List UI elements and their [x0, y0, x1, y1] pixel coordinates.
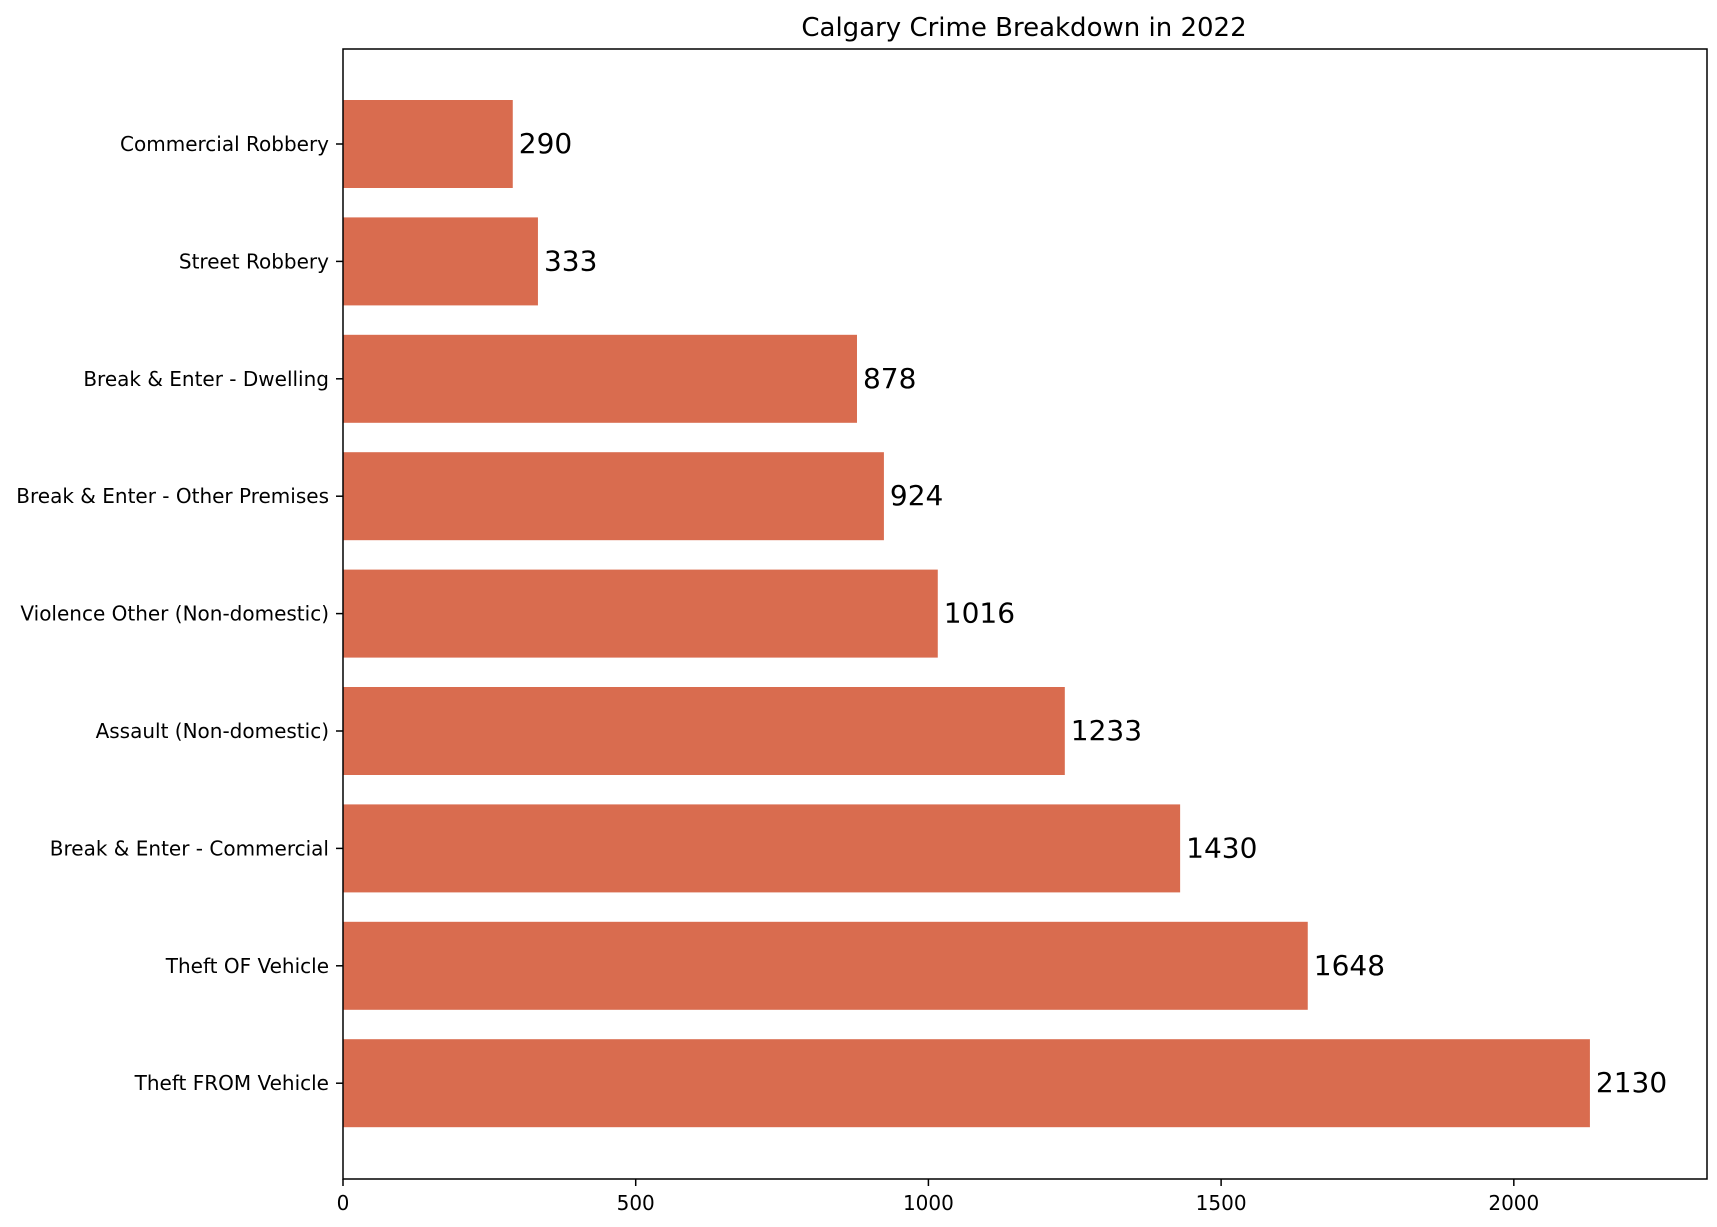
plot-frame: [342, 48, 1708, 1180]
bar-break-enter-other-premises: [343, 452, 884, 541]
x-tick-label: 0: [337, 1191, 350, 1215]
value-label: 878: [863, 362, 916, 395]
value-label: 333: [544, 244, 597, 277]
bar-theft-from-vehicle: [343, 1039, 1590, 1128]
y-tick-label: Theft OF Vehicle: [165, 954, 329, 978]
y-tick-label: Break & Enter - Dwelling: [83, 367, 329, 391]
y-axis-labels: Commercial Robbery Street Robbery Break & …: [16, 132, 343, 1095]
x-tick-label: 500: [617, 1191, 655, 1215]
value-label: 1016: [944, 597, 1015, 630]
x-tick-label: 1500: [1196, 1191, 1247, 1215]
value-label: 2130: [1596, 1066, 1667, 1099]
bar-theft-of-vehicle: [343, 921, 1308, 1010]
value-label: 1233: [1071, 714, 1142, 747]
bar-violence-other-non-domestic: [343, 569, 938, 658]
bar-street-robbery: [343, 217, 538, 306]
y-tick-label: Break & Enter - Other Premises: [16, 484, 329, 508]
chart-title: Calgary Crime Breakdown in 2022: [801, 13, 1246, 43]
value-label: 924: [890, 479, 943, 512]
value-label: 1430: [1186, 831, 1257, 864]
y-tick-label: Commercial Robbery: [120, 132, 329, 156]
y-tick-label: Violence Other (Non-domestic): [20, 602, 329, 626]
y-tick-label: Street Robbery: [179, 249, 329, 273]
bar-break-enter-dwelling: [343, 334, 857, 423]
bars-group: [343, 100, 1590, 1128]
value-label: 290: [519, 127, 572, 160]
y-tick-label: Theft FROM Vehicle: [134, 1071, 329, 1095]
x-axis: 0 500 1000 1500 2000: [337, 1179, 1539, 1215]
bar-assault-non-domestic: [343, 687, 1065, 775]
y-tick-label: Assault (Non-domestic): [96, 719, 329, 743]
x-tick-label: 1000: [903, 1191, 954, 1215]
x-tick-label: 2000: [1488, 1191, 1539, 1215]
bar-commercial-robbery: [343, 100, 513, 188]
y-tick-label: Break & Enter - Commercial: [50, 836, 329, 860]
bar-break-enter-commercial: [343, 804, 1181, 893]
data-labels: 290 333 878 924 1016 1233 1430 1648 2130: [519, 127, 1667, 1099]
value-label: 1648: [1314, 949, 1385, 982]
